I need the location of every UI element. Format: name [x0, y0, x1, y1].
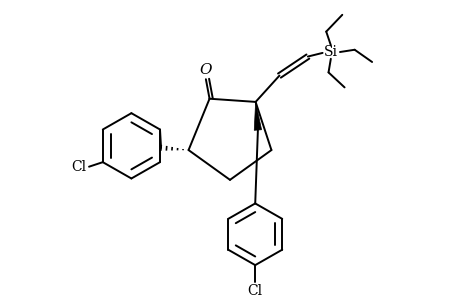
Text: Si: Si [323, 45, 337, 59]
Text: O: O [199, 63, 212, 77]
Polygon shape [254, 102, 261, 130]
Text: Cl: Cl [71, 160, 86, 174]
Text: Cl: Cl [247, 284, 262, 298]
